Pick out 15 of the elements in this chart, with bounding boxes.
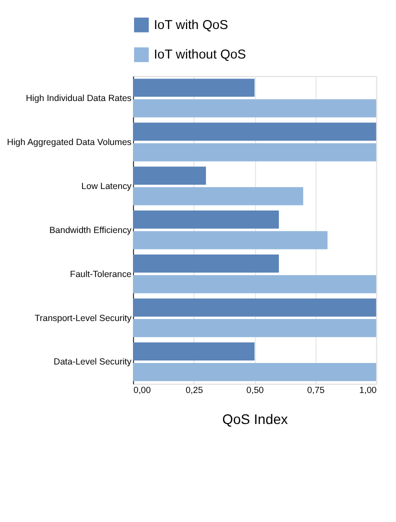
legend-label: IoT with QoS (154, 16, 228, 32)
y-tick-label: High Aggregated Data Volumes (7, 136, 132, 147)
y-tick-label: Fault-Tolerance (70, 268, 132, 279)
y-tick-label: High Individual Data Rates (26, 93, 132, 104)
x-tick-label: 0,75 (307, 385, 325, 396)
y-tick-label: Transport-Level Security (34, 312, 132, 323)
legend-label: IoT without QoS (154, 46, 246, 62)
x-tick-label: 0,00 (133, 385, 151, 396)
y-tick-label: Data-Level Security (54, 356, 132, 367)
y-tick-label: Bandwidth Efficiency (49, 224, 132, 235)
x-tick-label: 0,50 (246, 385, 264, 396)
y-tick-label: Low Latency (81, 180, 132, 191)
x-tick-label: 1,00 (359, 385, 377, 396)
x-tick-label: 0,25 (186, 385, 203, 396)
x-axis-title: QoS Index (222, 410, 288, 427)
